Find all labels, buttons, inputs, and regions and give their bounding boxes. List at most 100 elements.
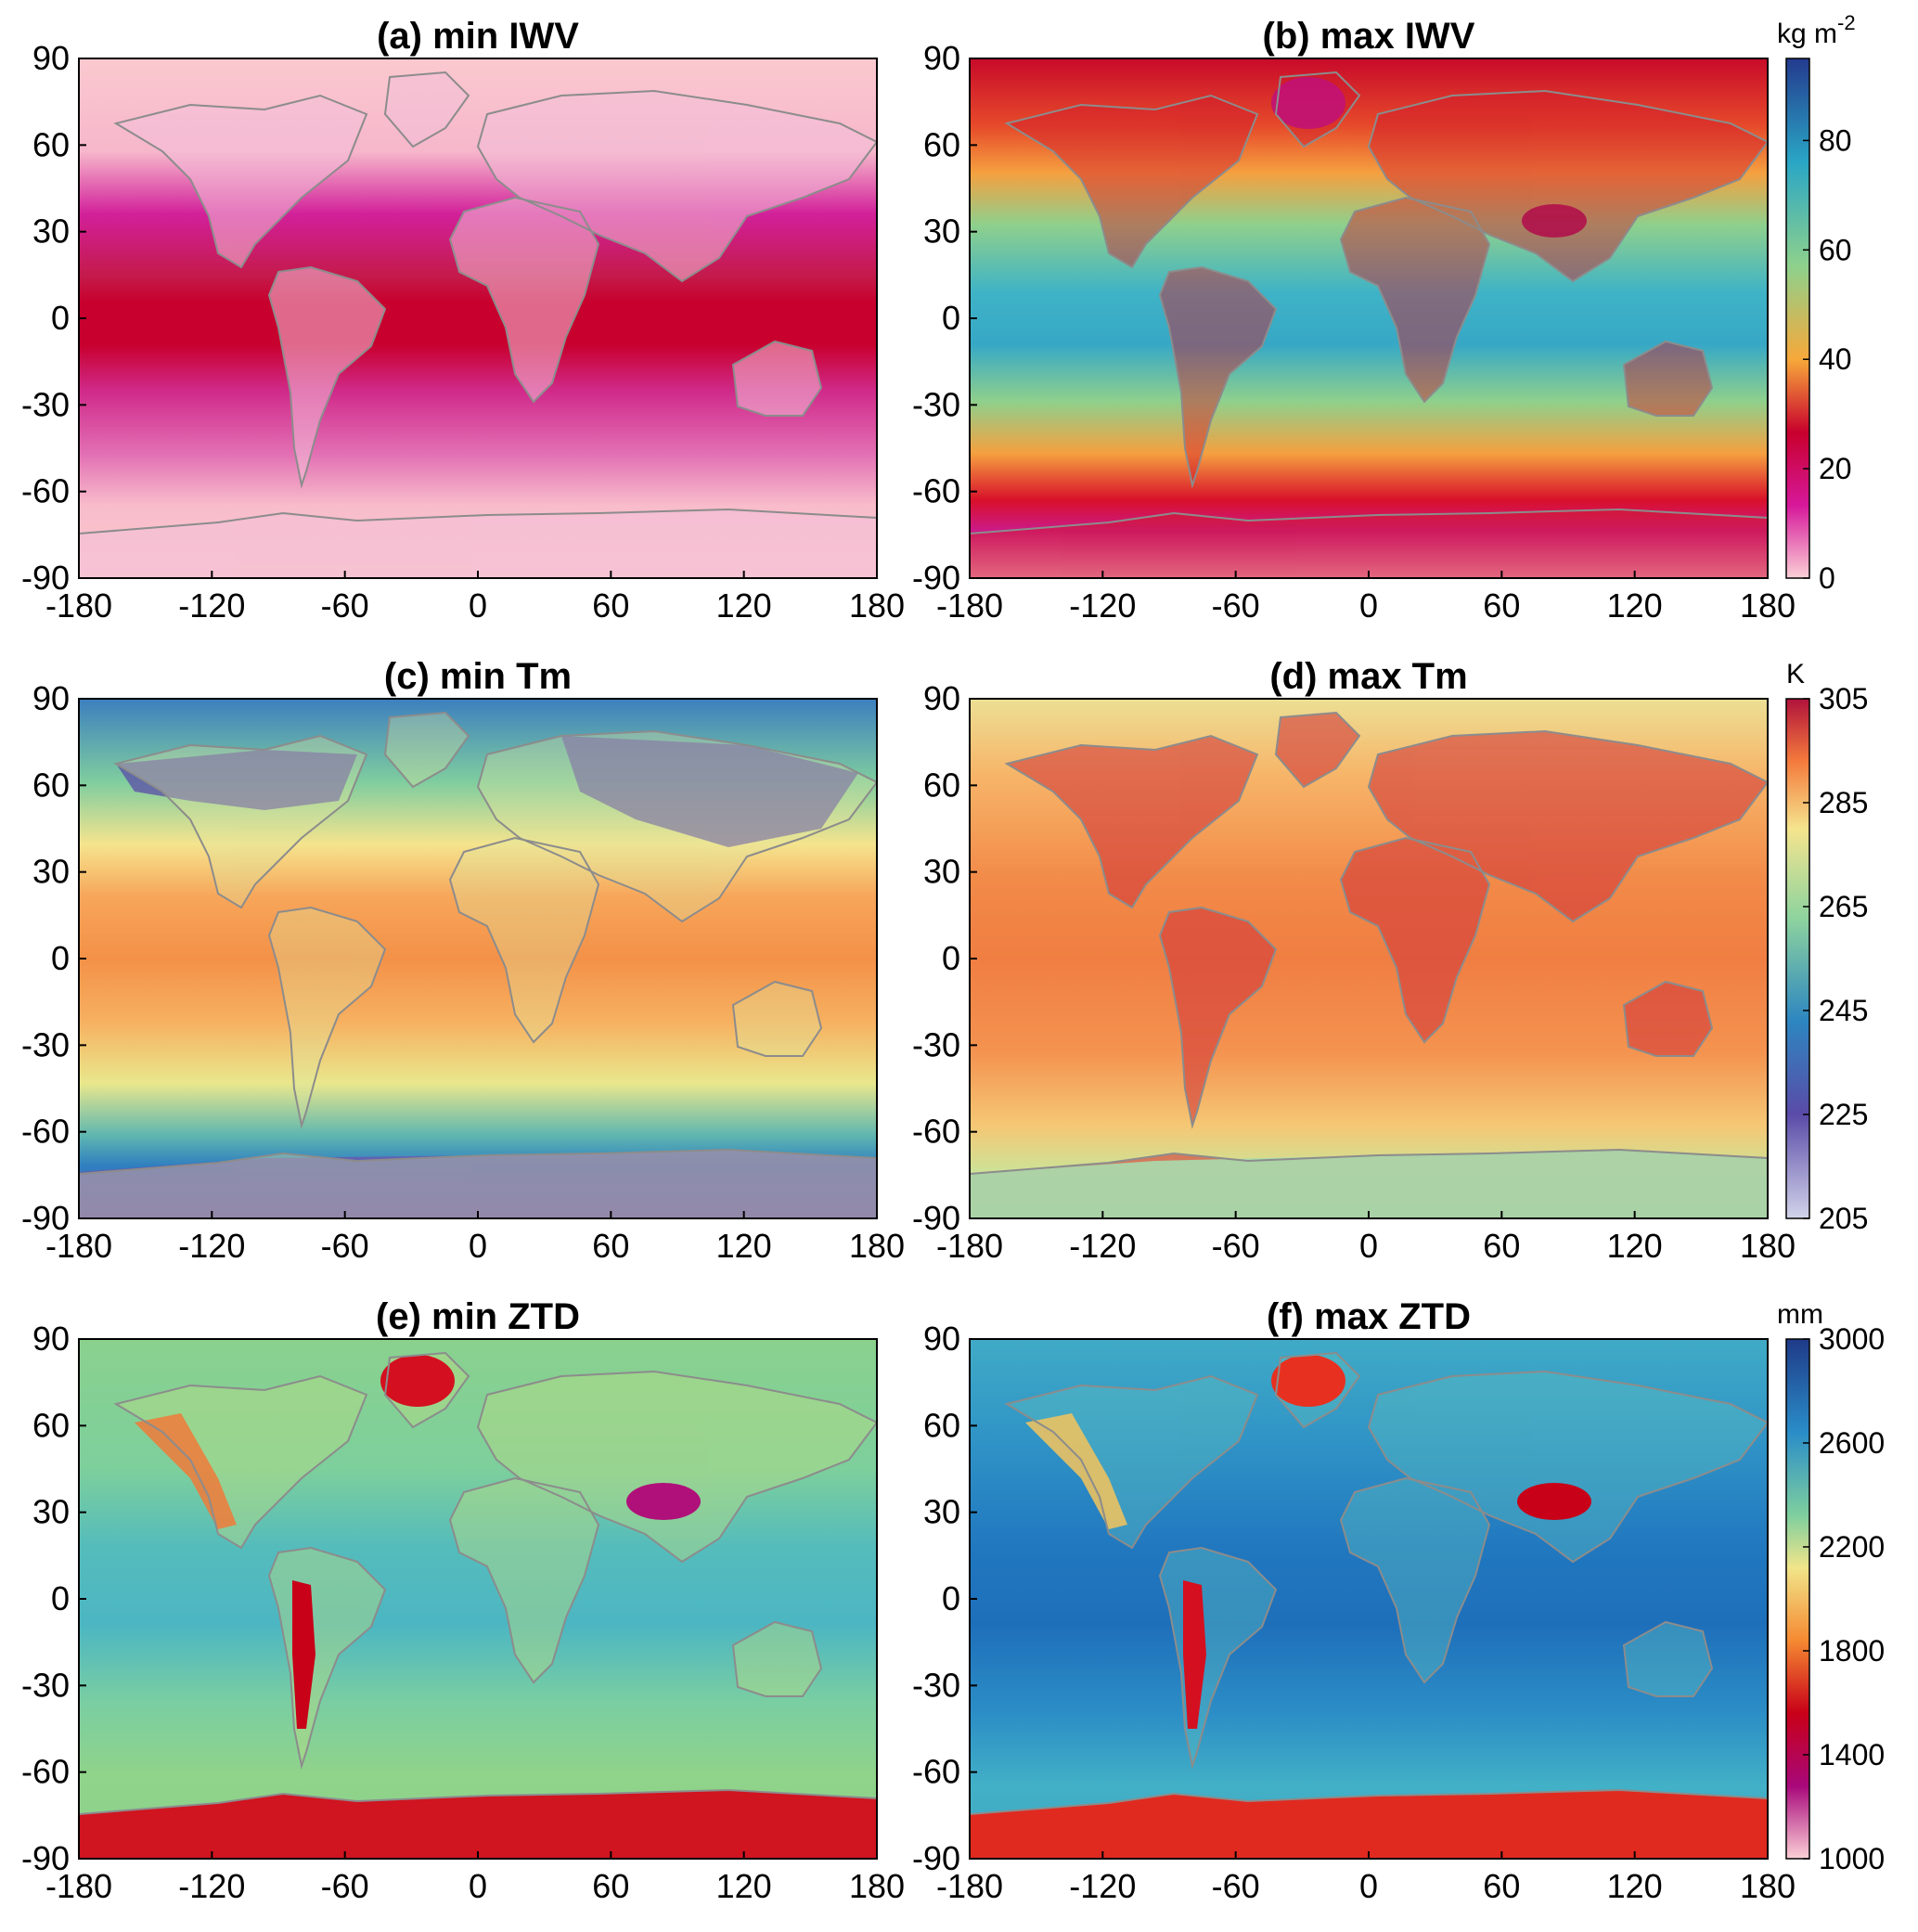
y-tick-label: 0 <box>51 939 70 977</box>
y-tick-label: 90 <box>923 39 960 77</box>
x-tick-label: 60 <box>592 1227 629 1265</box>
colorbar-tick-label: 1800 <box>1819 1634 1885 1668</box>
x-tick-label: 180 <box>849 1227 905 1265</box>
x-tick-label: -180 <box>936 586 1003 625</box>
axis-tick-labels: -180 -120 -60 0 60 120 1809060300-30-60-90-180… <box>21 39 1796 1905</box>
y-tick-label: 60 <box>923 766 960 804</box>
y-tick-label: -90 <box>21 1839 70 1877</box>
x-tick-label: -60 <box>321 1227 369 1265</box>
greenland-high-terrain <box>380 1355 455 1407</box>
y-tick-label: 0 <box>942 1579 960 1617</box>
x-tick-label: 60 <box>1483 1227 1520 1265</box>
colorbar-tick-label: 285 <box>1819 786 1868 819</box>
colorbar-iwv-bar <box>1785 58 1810 579</box>
colorbar-tick-label: 1000 <box>1819 1842 1885 1875</box>
x-tick-label: 0 <box>1359 1227 1378 1265</box>
y-tick-label: -90 <box>912 559 960 597</box>
y-tick-label: 90 <box>32 39 70 77</box>
x-tick-label: 180 <box>849 586 905 625</box>
x-tick-label: -180 <box>45 586 112 625</box>
colorbar-tick-label: 3000 <box>1819 1322 1885 1356</box>
x-tick-label: 60 <box>592 1867 629 1905</box>
colorbar-tm-unit: K <box>1786 659 1805 689</box>
x-tick-label: -60 <box>1212 1227 1260 1265</box>
x-tick-label: -120 <box>1069 1227 1136 1265</box>
map-panel-c <box>78 698 878 1219</box>
y-tick-label: -30 <box>21 385 70 423</box>
x-tick-label: -120 <box>1069 586 1136 625</box>
x-tick-label: -60 <box>321 586 369 625</box>
panel-title-b: (b) max IWV <box>1263 16 1475 57</box>
x-tick-label: 180 <box>1740 1227 1796 1265</box>
x-tick-label: 120 <box>1607 1867 1663 1905</box>
y-tick-label: 30 <box>923 853 960 891</box>
y-tick-label: 60 <box>923 1406 960 1444</box>
x-tick-label: -60 <box>1212 1867 1260 1905</box>
y-tick-label: -60 <box>21 472 70 510</box>
x-tick-label: -120 <box>1069 1867 1136 1905</box>
x-tick-label: 0 <box>469 1867 487 1905</box>
x-tick-label: 180 <box>1740 586 1796 625</box>
map-panel-a <box>78 58 878 579</box>
x-tick-label: 0 <box>469 586 487 625</box>
colorbar-tick-label: 265 <box>1819 890 1868 923</box>
x-tick-label: 120 <box>716 1227 772 1265</box>
y-tick-label: 30 <box>923 1493 960 1531</box>
x-tick-label: 60 <box>1483 1867 1520 1905</box>
antarctic-mild-region <box>970 1150 1768 1218</box>
y-tick-label: 0 <box>51 299 70 337</box>
x-tick-label: 120 <box>1607 1227 1663 1265</box>
colorbar-tick-label: 1400 <box>1819 1738 1885 1771</box>
y-tick-label: 60 <box>923 125 960 163</box>
y-tick-label: -60 <box>912 472 960 510</box>
panel-title-e: (e) min ZTD <box>376 1296 580 1337</box>
y-tick-label: 60 <box>32 766 70 804</box>
y-tick-label: 90 <box>923 679 960 717</box>
antarctica-high-terrain <box>79 1790 877 1859</box>
colorbar-tick-label: 80 <box>1819 123 1852 157</box>
x-tick-label: 0 <box>1359 1867 1378 1905</box>
colorbar-ztd: mm 3000 2600 2200 1800 1400 1000 <box>1777 1299 1885 1875</box>
y-tick-label: -90 <box>21 559 70 597</box>
x-tick-label: 180 <box>849 1867 905 1905</box>
colorbar-tick-label: 0 <box>1819 561 1835 595</box>
tibet-high-terrain <box>1517 1483 1591 1520</box>
colorbar-ztd-bar <box>1785 1338 1810 1860</box>
colorbar-tm-ticks: 305 285 265 245 225 205 <box>1803 682 1868 1235</box>
colorbar-tm-bar <box>1785 698 1810 1219</box>
x-tick-label: -180 <box>45 1227 112 1265</box>
x-tick-label: 120 <box>716 586 772 625</box>
colorbar-iwv: kg m-2 80 60 40 20 0 <box>1777 11 1856 595</box>
y-tick-label: -30 <box>912 1666 960 1704</box>
tibet-low-feature <box>1522 204 1587 238</box>
y-tick-label: 0 <box>942 939 960 977</box>
y-tick-label: -90 <box>21 1199 70 1237</box>
y-tick-label: -30 <box>21 1666 70 1704</box>
x-tick-label: 0 <box>1359 586 1378 625</box>
map-panel-b <box>969 58 1769 579</box>
andes-high-terrain <box>1183 1580 1206 1729</box>
y-tick-label: 0 <box>51 1579 70 1617</box>
colorbar-ztd-unit: mm <box>1777 1299 1823 1330</box>
antarctica-high-terrain <box>970 1790 1768 1859</box>
x-tick-label: -60 <box>1212 586 1260 625</box>
y-tick-label: -30 <box>912 1025 960 1063</box>
colorbar-tick-label: 205 <box>1819 1202 1868 1235</box>
panel-title-c: (c) min Tm <box>384 656 572 697</box>
y-tick-label: 30 <box>32 853 70 891</box>
y-tick-label: 0 <box>942 299 960 337</box>
y-tick-label: 90 <box>923 1320 960 1358</box>
y-tick-label: 60 <box>32 125 70 163</box>
y-tick-label: -30 <box>21 1025 70 1063</box>
x-tick-label: -120 <box>178 586 245 625</box>
colorbar-tick-label: 60 <box>1819 233 1852 266</box>
x-tick-label: 0 <box>469 1227 487 1265</box>
colorbar-tick-label: 2600 <box>1819 1426 1885 1460</box>
y-tick-label: -90 <box>912 1199 960 1237</box>
y-tick-label: 30 <box>32 213 70 251</box>
colorbar-tm: K 305 285 265 245 225 205 <box>1785 659 1868 1235</box>
y-tick-label: 30 <box>32 1493 70 1531</box>
greenland-low-feature <box>1271 77 1345 129</box>
colorbar-tick-label: 20 <box>1819 452 1852 485</box>
